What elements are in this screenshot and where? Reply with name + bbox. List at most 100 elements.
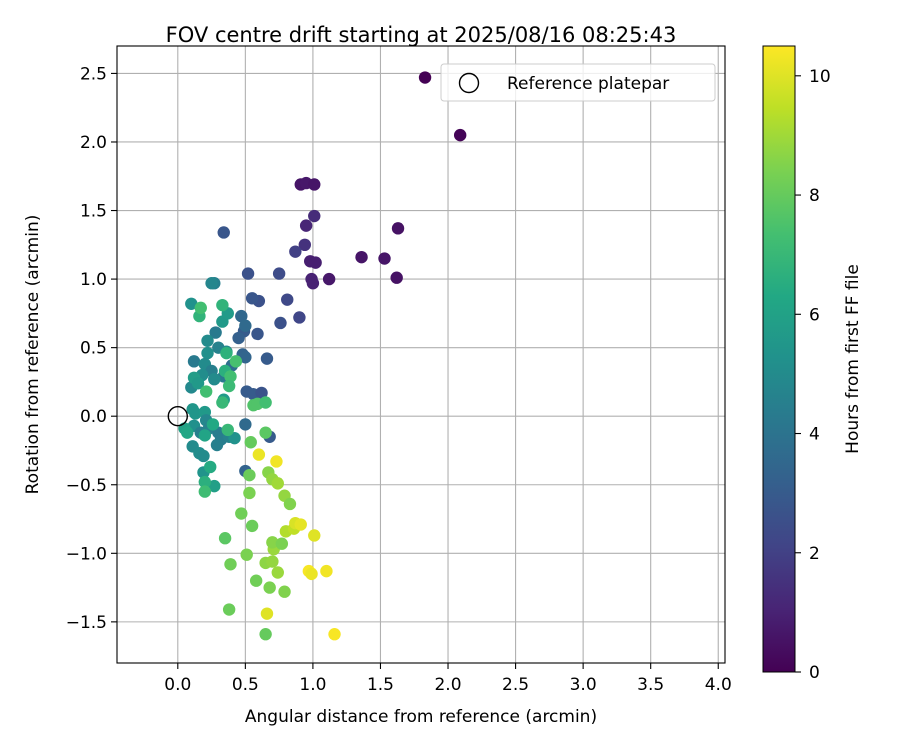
data-point: [305, 567, 318, 581]
data-point: [308, 178, 321, 191]
data-point: [275, 537, 289, 550]
data-point: [235, 309, 248, 323]
data-point: [299, 219, 313, 232]
data-point: [294, 518, 307, 531]
data-point: [259, 426, 272, 439]
data-point: [204, 460, 217, 474]
data-point: [272, 267, 286, 280]
data-point: [306, 277, 320, 290]
data-point: [266, 555, 279, 568]
x-tick-label: 0.0: [164, 675, 191, 695]
y-axis-ticks: −1.5 −1.0 −0.5 0.0 0.5 1.0 1.5 2.0 2.5: [66, 64, 117, 633]
y-axis-label: Rotation from reference (arcmin): [23, 215, 43, 495]
data-point: [252, 448, 266, 461]
data-point: [259, 628, 272, 641]
chart-title: FOV centre drift starting at 2025/08/16 …: [166, 23, 677, 47]
data-point: [271, 566, 284, 579]
data-point: [235, 507, 248, 520]
data-point: [308, 209, 321, 223]
data-point: [220, 346, 233, 360]
data-point: [240, 548, 253, 561]
data-point: [245, 292, 259, 305]
data-point: [355, 250, 368, 264]
data-point: [239, 418, 252, 431]
data-point: [270, 455, 283, 468]
data-point: [197, 449, 210, 463]
data-point: [274, 316, 287, 330]
reference-platepar-marker: [167, 406, 189, 427]
data-point: [278, 585, 291, 598]
data-point: [228, 431, 241, 445]
data-point: [390, 271, 403, 284]
data-point: [209, 326, 222, 339]
y-tick-label: 0.0: [80, 407, 107, 427]
data-point: [249, 574, 263, 587]
data-point: [224, 370, 237, 383]
legend: Reference platepar: [440, 63, 716, 102]
data-point: [391, 222, 405, 235]
colorbar-tick-label: 10: [809, 67, 831, 87]
data-point: [260, 352, 274, 365]
data-point: [320, 564, 333, 578]
x-tick-label: 3.5: [637, 675, 664, 695]
x-axis-ticks: 0.0 0.5 1.0 1.5 2.0 2.5 3.0 3.5 4.0: [164, 663, 732, 695]
data-point: [283, 497, 297, 511]
data-point: [263, 581, 276, 594]
data-point: [289, 245, 302, 258]
data-point: [210, 438, 224, 452]
data-point: [217, 226, 230, 239]
x-tick-label: 3.0: [570, 675, 597, 695]
colorbar: 0 2 4 6 8 10 Hours from first FF file: [762, 45, 863, 683]
x-tick-label: 0.5: [232, 675, 259, 695]
y-tick-label: −0.5: [66, 476, 107, 496]
data-point: [271, 477, 284, 490]
data-point: [298, 238, 312, 252]
colorbar-ticks: 0 2 4 6 8 10: [795, 67, 831, 683]
data-point: [206, 418, 220, 431]
data-point: [205, 277, 218, 290]
data-point: [222, 379, 236, 393]
data-point: [322, 272, 336, 286]
data-point: [221, 423, 234, 437]
colorbar-tick-label: 4: [809, 425, 820, 445]
y-tick-label: −1.5: [66, 613, 107, 633]
data-point: [181, 426, 194, 439]
data-point: [243, 468, 256, 482]
y-tick-label: 2.0: [80, 133, 107, 153]
colorbar-gradient: [762, 45, 796, 673]
data-point: [191, 377, 205, 390]
colorbar-tick-label: 8: [809, 186, 820, 206]
data-point: [194, 301, 207, 315]
data-point: [293, 311, 306, 324]
x-tick-label: 2.5: [502, 675, 529, 695]
data-point: [453, 128, 467, 142]
data-point: [232, 331, 245, 345]
x-tick-label: 1.0: [299, 675, 326, 695]
data-point: [201, 346, 214, 360]
data-point: [198, 429, 212, 442]
data-point: [239, 351, 252, 364]
legend-box: [440, 63, 716, 102]
data-point: [251, 327, 264, 341]
data-point: [255, 386, 268, 400]
colorbar-label: Hours from first FF file: [843, 264, 863, 454]
data-point: [245, 519, 259, 533]
plot-frame: [116, 45, 726, 664]
data-point: [229, 355, 243, 368]
data-point: [187, 355, 201, 368]
legend-label: Reference platepar: [507, 74, 669, 94]
data-point: [198, 475, 212, 489]
data-point: [244, 436, 257, 449]
data-point: [259, 396, 272, 409]
data-point: [185, 297, 198, 310]
data-point: [216, 298, 229, 312]
y-tick-label: 0.5: [80, 339, 107, 359]
x-axis-label: Angular distance from reference (arcmin): [245, 707, 597, 727]
data-point: [260, 607, 274, 620]
data-point: [309, 256, 322, 269]
data-point: [266, 536, 279, 549]
data-point: [418, 71, 432, 84]
colorbar-tick-label: 0: [809, 663, 820, 683]
data-point: [216, 396, 229, 409]
